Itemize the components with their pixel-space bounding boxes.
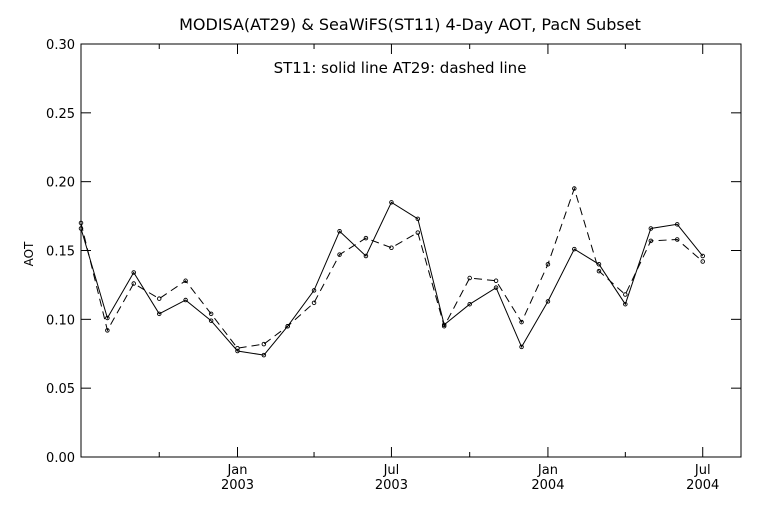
data-point-st11-15 [467, 301, 472, 307]
series-line-at29 [80, 186, 704, 349]
data-point-st11-10 [337, 228, 342, 234]
data-point-at29-4 [183, 278, 188, 284]
x-tick-month-label-1: Jul [383, 463, 400, 478]
data-point-at29-6 [235, 345, 240, 351]
data-point-at29-3 [156, 296, 162, 301]
data-point-st11-22 [648, 226, 654, 231]
data-point-st11-6 [235, 348, 240, 354]
data-point-st11-24 [700, 253, 705, 259]
y-tick-label-2: 0.10 [46, 313, 75, 328]
data-point-at29-10 [337, 252, 342, 257]
data-point-at29-14 [441, 323, 447, 329]
series-line-st11 [80, 201, 704, 356]
data-point-st11-23 [674, 222, 680, 227]
data-point-at29-5 [208, 311, 214, 317]
series-legend-annotation: ST11: solid line AT29: dashed line [274, 59, 527, 77]
data-point-at29-0 [78, 220, 84, 226]
data-point-at29-2 [131, 281, 136, 286]
data-point-st11-17 [519, 344, 524, 350]
x-tick-year-label-0: 2003 [221, 478, 254, 493]
chart-title: MODISA(AT29) & SeaWiFS(ST11) 4-Day AOT, … [179, 15, 641, 34]
x-tick-year-label-3: 2004 [686, 478, 719, 493]
data-point-st11-5 [208, 318, 214, 323]
data-point-at29-1 [105, 328, 110, 333]
data-point-at29-15 [467, 275, 472, 281]
data-point-at29-13 [415, 230, 421, 235]
x-tick-month-label-0: Jan [226, 463, 247, 478]
y-tick-label-4: 0.20 [46, 176, 75, 191]
data-point-st11-21 [623, 301, 628, 307]
data-point-st11-7 [261, 352, 267, 358]
y-tick-label-5: 0.25 [46, 107, 75, 122]
data-point-at29-23 [674, 237, 680, 242]
x-tick-month-label-2: Jan [537, 463, 558, 478]
data-point-at29-16 [493, 278, 499, 284]
data-point-st11-4 [183, 297, 188, 303]
x-tick-year-label-2: 2004 [531, 478, 564, 493]
data-point-at29-12 [389, 245, 394, 250]
data-point-at29-17 [519, 319, 524, 325]
plot-area: 0.000.050.100.150.200.250.30Jan2003Jul20… [46, 38, 742, 493]
data-point-st11-13 [415, 216, 421, 222]
data-point-st11-9 [311, 288, 317, 293]
y-axis-label: AOT [22, 241, 36, 266]
data-point-at29-18 [545, 262, 551, 267]
data-point-st11-1 [105, 315, 110, 321]
data-point-at29-20 [596, 268, 602, 274]
data-point-at29-19 [572, 186, 577, 191]
data-point-st11-18 [545, 299, 551, 304]
data-point-st11-3 [156, 311, 162, 317]
data-point-at29-21 [623, 292, 628, 297]
y-tick-label-1: 0.05 [46, 382, 75, 397]
y-tick-label-6: 0.30 [46, 38, 75, 53]
data-point-st11-12 [389, 200, 394, 205]
data-point-st11-11 [363, 253, 369, 259]
x-tick-year-label-1: 2003 [375, 478, 408, 493]
y-tick-label-0: 0.00 [46, 451, 75, 466]
data-point-at29-24 [700, 259, 705, 264]
data-point-at29-11 [363, 235, 369, 241]
data-point-st11-2 [131, 270, 136, 275]
data-point-st11-16 [493, 285, 499, 290]
x-tick-month-label-3: Jul [694, 463, 711, 478]
data-point-at29-22 [648, 238, 654, 244]
y-tick-label-3: 0.15 [46, 245, 75, 260]
data-point-at29-9 [311, 300, 317, 306]
data-point-at29-8 [285, 323, 290, 329]
data-point-st11-19 [572, 246, 577, 252]
data-point-at29-7 [261, 341, 267, 347]
